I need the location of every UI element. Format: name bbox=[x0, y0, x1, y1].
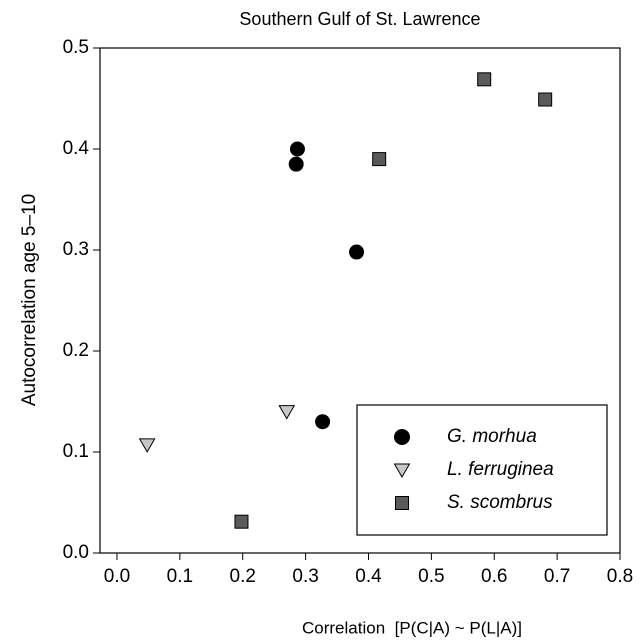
legend-label: L. ferruginea bbox=[447, 459, 554, 480]
x-tick-label: 0.4 bbox=[355, 566, 382, 587]
point bbox=[349, 244, 365, 260]
y-tick-label: 0.2 bbox=[63, 340, 89, 361]
x-tick-label: 0.1 bbox=[167, 566, 193, 587]
x-tick-label: 0.2 bbox=[230, 566, 256, 587]
legend-label: S. scombrus bbox=[447, 492, 553, 513]
legend-marker bbox=[393, 463, 411, 479]
point bbox=[288, 156, 304, 172]
point bbox=[315, 414, 331, 430]
x-tick-label: 0.7 bbox=[544, 566, 570, 587]
point bbox=[234, 514, 249, 529]
point bbox=[289, 141, 305, 157]
legend-marker bbox=[394, 429, 410, 445]
point bbox=[372, 152, 387, 167]
y-tick-label: 0.0 bbox=[63, 542, 89, 563]
legend-marker bbox=[395, 496, 409, 510]
x-tick-label: 0.0 bbox=[104, 566, 130, 587]
x-tick-label: 0.3 bbox=[292, 566, 318, 587]
y-tick-label: 0.4 bbox=[63, 138, 90, 159]
point bbox=[538, 92, 553, 107]
point bbox=[138, 438, 156, 453]
y-tick-label: 0.3 bbox=[63, 239, 89, 260]
chart-title: Southern Gulf of St. Lawrence bbox=[239, 9, 480, 29]
legend-label: G. morhua bbox=[447, 426, 537, 447]
y-tick-label: 0.5 bbox=[63, 37, 89, 58]
point bbox=[477, 72, 492, 87]
plot-frame bbox=[99, 47, 621, 554]
y-axis-label: Autocorrelation age 5–10 bbox=[19, 194, 40, 406]
x-tick-label: 0.8 bbox=[607, 566, 633, 587]
x-tick-label: 0.5 bbox=[418, 566, 444, 587]
x-axis-label: Correlation [P(C|A) ~ P(L|A)] bbox=[302, 618, 522, 637]
y-tick-label: 0.1 bbox=[63, 441, 89, 462]
x-tick-label: 0.6 bbox=[481, 566, 507, 587]
point bbox=[278, 405, 296, 420]
